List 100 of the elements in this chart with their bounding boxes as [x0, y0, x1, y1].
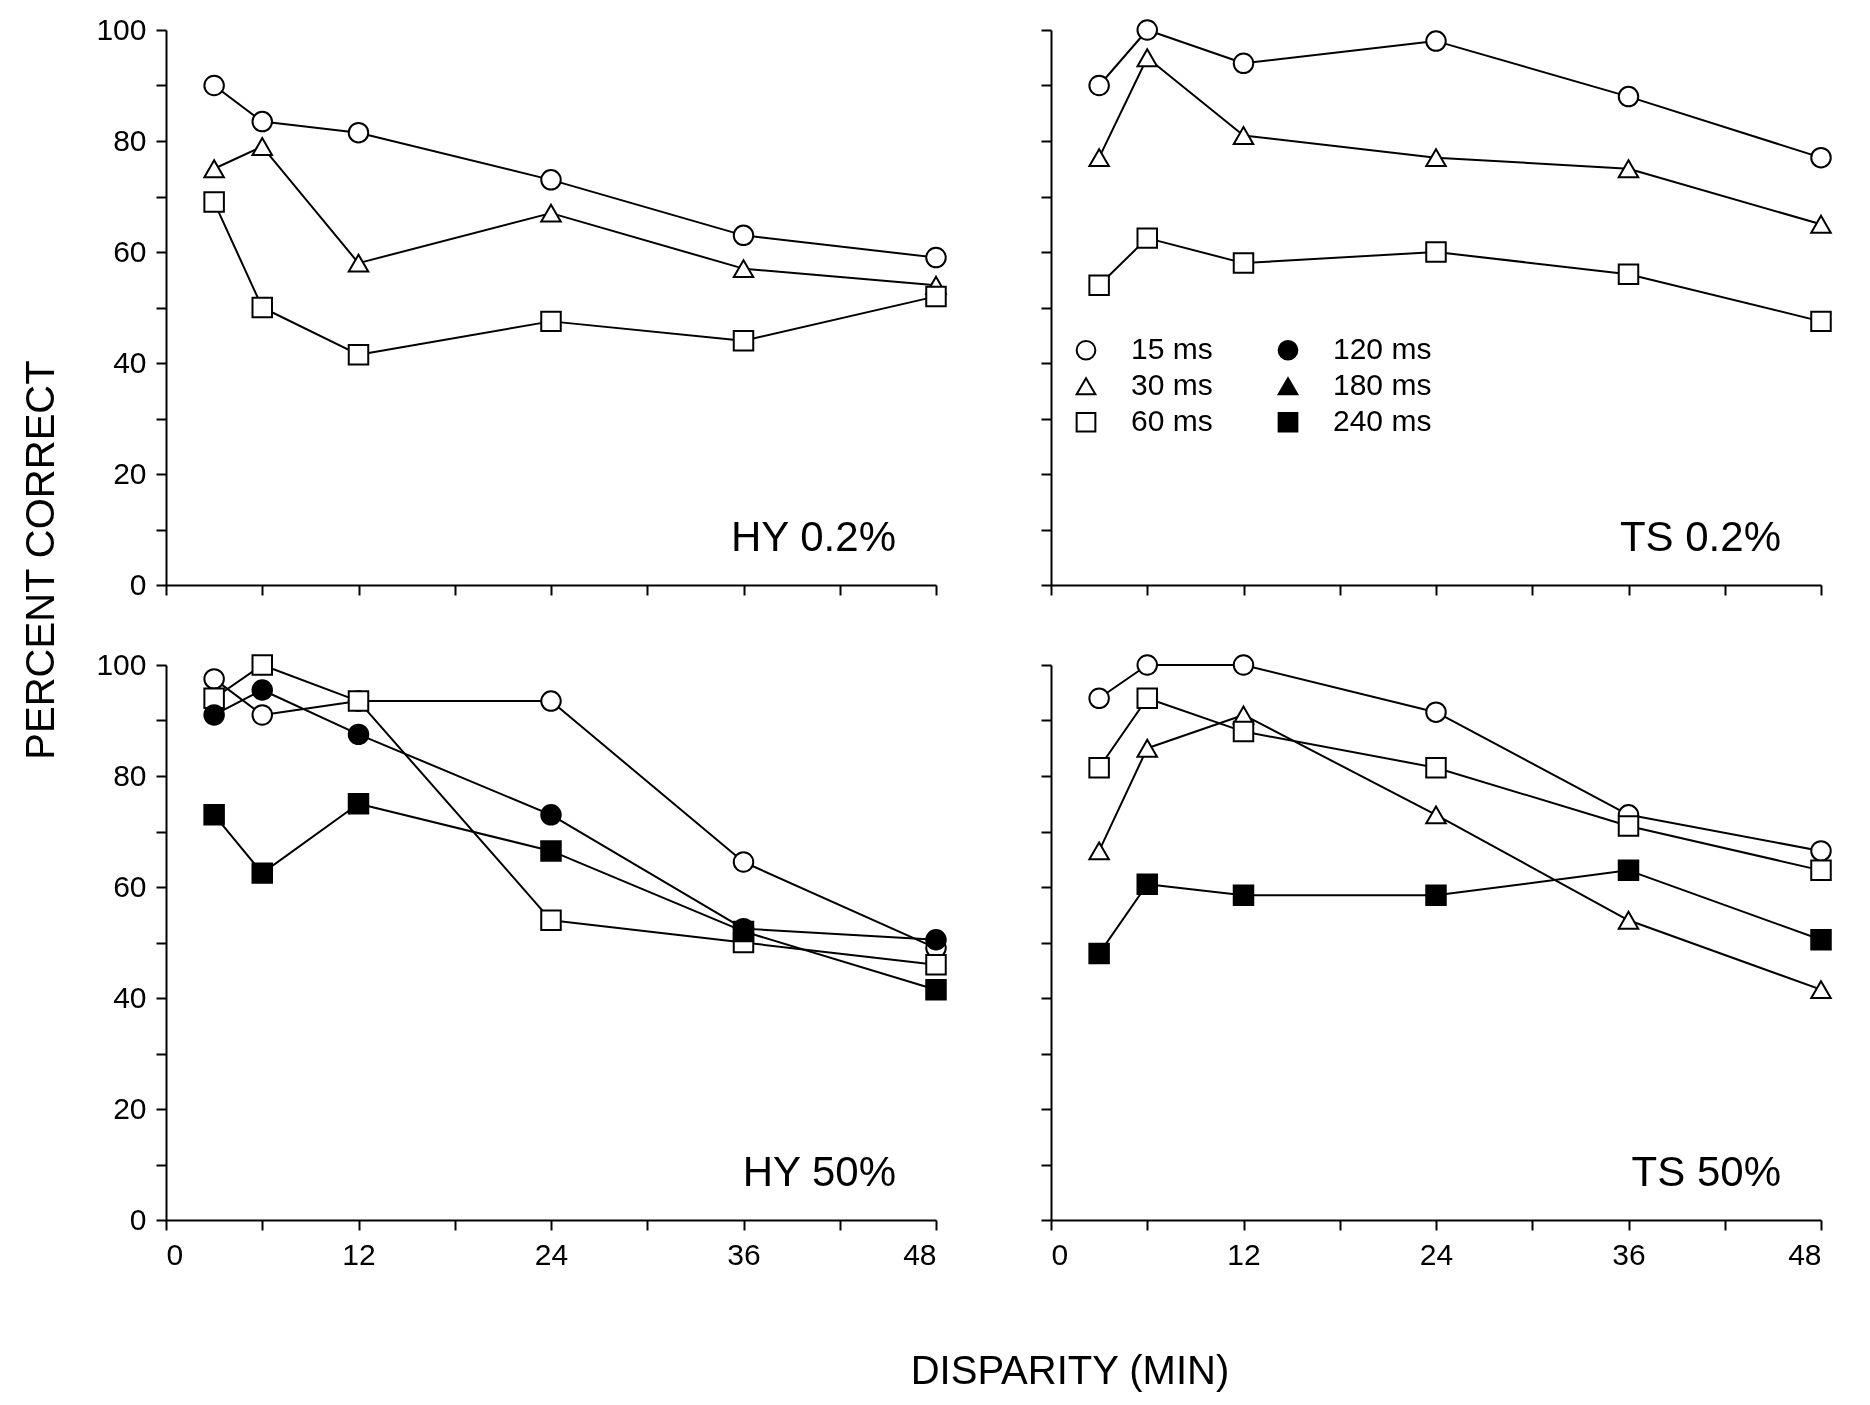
point — [203, 159, 225, 179]
y-tick-label: 0 — [129, 567, 147, 601]
point — [1088, 274, 1110, 297]
point — [1136, 738, 1158, 758]
point — [1810, 859, 1832, 882]
point — [1088, 148, 1110, 168]
point — [925, 246, 947, 269]
point — [1425, 701, 1447, 723]
point — [1136, 227, 1158, 249]
point — [1617, 159, 1640, 179]
point — [1617, 815, 1640, 837]
point — [1088, 756, 1110, 779]
point — [251, 704, 273, 726]
point — [1810, 214, 1832, 234]
point — [540, 840, 562, 862]
point — [1232, 252, 1255, 274]
annotation: HY 50% — [742, 1148, 896, 1195]
point — [540, 804, 562, 826]
point — [203, 704, 225, 726]
y-tick-label: 40 — [113, 345, 147, 379]
y-tick-label: 0 — [129, 1202, 147, 1236]
point — [1232, 720, 1255, 743]
point — [1136, 48, 1158, 68]
point — [1136, 654, 1158, 676]
legend-label: 240 ms — [1333, 404, 1432, 438]
point — [1810, 310, 1832, 333]
point — [1136, 687, 1158, 710]
x-tick-label: 48 — [903, 1237, 937, 1271]
annotation: HY 0.2% — [731, 513, 896, 560]
point — [925, 953, 947, 976]
legend-label: 30 ms — [1131, 368, 1213, 402]
point — [347, 723, 370, 746]
y-tick-label: 80 — [113, 758, 147, 792]
annotation: TS 50% — [1631, 1148, 1781, 1195]
point — [1425, 884, 1447, 907]
x-tick-label: 36 — [1612, 1237, 1646, 1271]
point — [1810, 928, 1832, 951]
point — [203, 191, 225, 213]
point — [732, 224, 755, 247]
point — [251, 654, 273, 676]
point — [1232, 52, 1255, 75]
point — [203, 804, 225, 826]
legend-label: 60 ms — [1131, 404, 1213, 438]
y-tick-label: 20 — [113, 1091, 147, 1125]
point — [1136, 873, 1158, 895]
point — [1136, 19, 1158, 41]
point — [1810, 980, 1832, 1000]
y-tick-label: 80 — [113, 123, 147, 157]
point — [1425, 30, 1447, 52]
point — [347, 793, 370, 815]
point — [251, 110, 273, 133]
point — [1425, 241, 1447, 263]
point — [1232, 126, 1255, 145]
point — [347, 343, 370, 366]
x-axis-title: DISPARITY (MIN) — [910, 1347, 1230, 1393]
point — [732, 851, 755, 873]
point — [540, 203, 562, 223]
point — [1232, 884, 1255, 907]
point — [1617, 85, 1640, 108]
point — [1232, 654, 1255, 676]
point — [540, 310, 562, 333]
point — [540, 909, 562, 932]
point — [251, 137, 273, 156]
point — [347, 690, 370, 712]
x-tick-label: 24 — [1419, 1237, 1454, 1271]
y-tick-label: 40 — [113, 980, 147, 1014]
point — [1810, 146, 1832, 169]
point — [1617, 910, 1640, 930]
x-tick-label: 0 — [1051, 1237, 1069, 1271]
point — [1425, 148, 1447, 168]
y-tick-label: 60 — [113, 234, 147, 268]
point — [203, 74, 225, 97]
point — [1088, 841, 1110, 861]
point — [347, 121, 370, 144]
point — [1088, 74, 1110, 97]
point — [925, 978, 947, 1001]
point — [732, 330, 755, 352]
y-tick-label: 100 — [96, 12, 147, 46]
y-tick-label: 100 — [96, 647, 147, 681]
point — [1088, 942, 1110, 965]
y-axis-title: PERCENT CORRECT — [17, 360, 63, 760]
point — [540, 690, 562, 712]
point — [1425, 756, 1447, 779]
point — [251, 679, 273, 701]
point — [203, 668, 225, 690]
point — [251, 862, 273, 884]
point — [732, 259, 755, 279]
point — [925, 929, 947, 951]
x-tick-label: 36 — [727, 1237, 761, 1271]
x-tick-label: 12 — [342, 1237, 376, 1271]
x-tick-label: 48 — [1788, 1237, 1822, 1271]
legend-label: 180 ms — [1333, 368, 1432, 402]
point — [1425, 805, 1447, 825]
legend-label: 15 ms — [1131, 332, 1213, 366]
point — [1810, 840, 1832, 862]
x-tick-label: 0 — [166, 1237, 184, 1271]
y-tick-label: 20 — [113, 456, 147, 490]
point — [1088, 687, 1110, 710]
point — [347, 253, 370, 273]
point — [925, 285, 947, 308]
